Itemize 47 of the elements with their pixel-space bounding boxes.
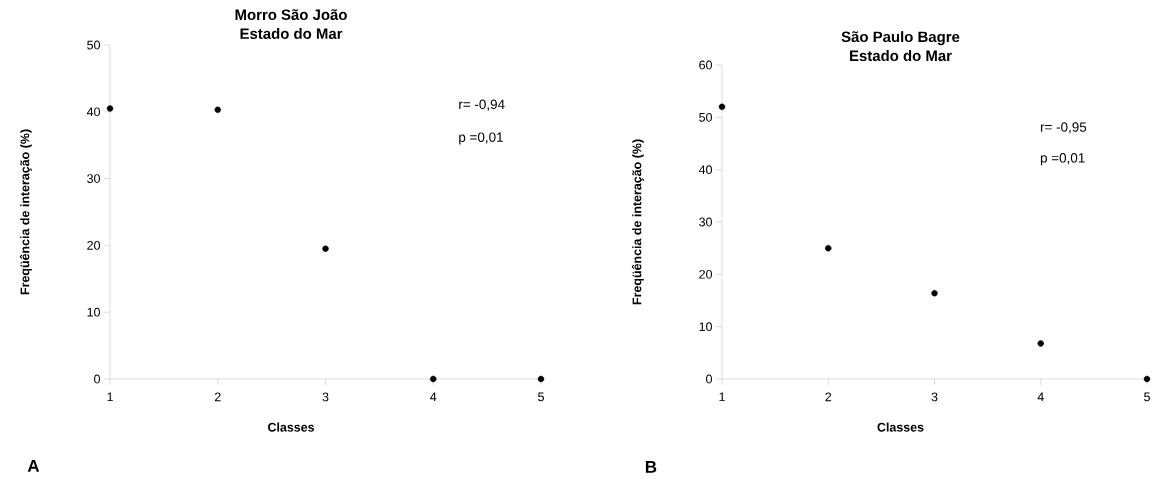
x-tick-label: 1	[719, 392, 725, 402]
y-tick-label: 0	[94, 374, 100, 384]
point	[106, 105, 114, 112]
text: B	[645, 461, 657, 473]
y-tick-label: 30	[87, 174, 100, 183]
x-tick-label: 2	[825, 392, 832, 402]
y-tick-label: 10	[699, 322, 712, 332]
chart-title: Morro São João	[235, 9, 347, 21]
annotation: r= -0,94	[459, 99, 505, 111]
point	[322, 245, 329, 252]
x-axis-title: Classes	[268, 422, 315, 432]
point	[430, 375, 437, 383]
y-tick-label: 50	[699, 112, 712, 122]
x-tick-label: 1	[107, 392, 113, 402]
x-tick-label: 2	[214, 392, 221, 402]
x-tick-label: 3	[322, 392, 329, 402]
y-tick-label: 40	[698, 165, 712, 175]
point	[1143, 375, 1151, 383]
annotation: p =0,01	[1040, 153, 1085, 166]
point	[931, 289, 938, 297]
y-tick-label: 20	[699, 269, 712, 279]
x-tick-label: 5	[538, 392, 544, 402]
x-tick-label: 3	[931, 392, 938, 402]
y-tick-label: 60	[699, 60, 712, 70]
y-axis-title: Freqüência de interação (%)	[19, 129, 32, 295]
chart-subtitle: Estado do Mar	[850, 50, 952, 62]
y-tick-label: 0	[706, 374, 712, 384]
y-tick-label: 20	[87, 240, 100, 250]
x-tick-label: 5	[1144, 392, 1150, 402]
point	[214, 106, 221, 113]
y-tick-label: 30	[699, 217, 712, 227]
point	[1037, 340, 1044, 347]
x-tick-label: 4	[1037, 392, 1044, 402]
point	[825, 244, 832, 252]
chart-title: São Paulo Bagre	[841, 31, 960, 46]
point	[718, 103, 726, 111]
annotation: r= -0,95	[1040, 122, 1087, 134]
chart-subtitle: Estado do Mar	[240, 28, 343, 39]
annotation: p =0,01	[459, 132, 503, 145]
y-tick-label: 10	[87, 307, 100, 317]
y-axis-title: Freqüência de interação (%)	[631, 139, 644, 305]
y-tick-label: 50	[87, 40, 100, 50]
x-axis-title: Classes	[877, 422, 924, 432]
point	[537, 375, 545, 383]
x-tick-label: 4	[430, 392, 437, 402]
text: A	[27, 459, 40, 472]
y-tick-label: 40	[86, 107, 100, 117]
